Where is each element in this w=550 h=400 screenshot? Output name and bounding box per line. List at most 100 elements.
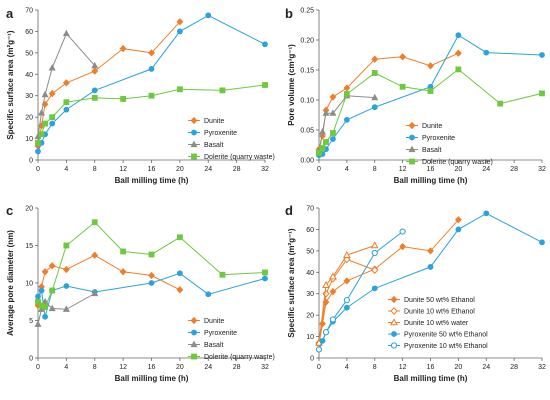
x-tick-label: 32 [261, 364, 269, 371]
data-point [48, 304, 56, 312]
data-point [42, 313, 48, 320]
data-point [455, 32, 462, 39]
data-point [176, 18, 184, 26]
x-tick-label: 12 [399, 166, 407, 173]
chart-panel-b: b 0.00 0.05 0.10 0.15 0.20 0.25 0 4 8 12 16 20 24 28 32… [285, 6, 546, 185]
y-tick-label: 60 [25, 29, 33, 36]
data-point [48, 262, 56, 270]
data-point [119, 44, 127, 53]
panel-letter: d [285, 203, 293, 218]
y-axis-title: Pore volume (cm³g⁻¹) [287, 44, 296, 126]
legend-marker [191, 329, 197, 336]
x-tick-label: 8 [93, 364, 97, 371]
x-tick-label: 4 [64, 364, 68, 371]
x-tick-label: 32 [261, 166, 269, 173]
x-tick-label: 4 [345, 364, 349, 371]
y-axis-title: Specific surface area (m²g⁻¹) [287, 228, 296, 337]
data-point [42, 304, 48, 310]
legend-marker [390, 318, 398, 326]
data-point [91, 289, 99, 297]
panel-letter: b [285, 6, 293, 21]
data-point [319, 132, 326, 140]
legend-marker [408, 145, 416, 153]
data-point [62, 305, 70, 312]
x-axis-title: Ball milling time (h) [115, 176, 189, 185]
data-point [319, 145, 326, 151]
legend-label: Dolerite (quarry waste) [204, 354, 275, 361]
data-point [315, 346, 323, 353]
y-tick-label: 0.20 [300, 38, 314, 45]
data-point [329, 272, 337, 280]
data-point [427, 264, 434, 270]
x-axis-title: Ball milling time (h) [115, 374, 189, 383]
data-point [35, 298, 41, 305]
data-point [399, 242, 407, 251]
data-point [330, 136, 336, 142]
x-tick-label: 32 [538, 166, 546, 173]
series-line [37, 272, 266, 317]
data-point [38, 287, 45, 294]
x-axis-title: Ball milling time (h) [394, 374, 468, 383]
legend-marker [409, 134, 415, 141]
legend-label: Dunite [204, 118, 224, 125]
series-dolerite-quarry-waste- [35, 82, 268, 146]
y-tick-label: 15 [25, 243, 33, 250]
chart-panel-a: a 0 10 20 30 40 50 60 70 0 4 8 12 16 20 24 28 32 Ball mill… [6, 6, 275, 185]
data-point [205, 291, 212, 298]
data-point [35, 139, 41, 146]
data-point [483, 49, 490, 56]
data-point [427, 62, 434, 70]
legend-marker [190, 340, 198, 348]
data-point [455, 66, 462, 73]
x-tick-label: 16 [427, 166, 435, 173]
series-basalt [34, 289, 99, 327]
y-tick-label: 10 [306, 334, 314, 341]
y-tick-label: 10 [25, 281, 33, 288]
data-point [63, 242, 70, 249]
data-point [49, 120, 56, 127]
series-line [318, 212, 543, 350]
legend-label: Pyroxenite [204, 130, 237, 137]
x-tick-label: 28 [510, 166, 518, 173]
legend-marker [391, 331, 397, 337]
legend-marker [191, 353, 197, 360]
x-tick-label: 12 [119, 364, 127, 371]
data-point [322, 280, 330, 288]
y-tick-label: 10 [25, 136, 33, 143]
data-point [119, 268, 127, 276]
panel-letter: a [6, 6, 14, 21]
y-tick-label: 60 [306, 227, 314, 234]
y-tick-label: 50 [306, 248, 314, 255]
y-tick-label: 20 [25, 206, 33, 213]
chart-panel-c: c 0 5 10 15 20 0 4 8 12 16 20 24 28 32 Ball milling tim… [6, 203, 275, 383]
x-tick-label: 20 [176, 166, 184, 173]
x-tick-label: 32 [538, 364, 546, 371]
x-tick-label: 20 [454, 166, 462, 173]
data-point [176, 286, 184, 294]
data-point [427, 88, 434, 94]
data-point [176, 28, 183, 35]
x-tick-label: 0 [317, 166, 321, 173]
data-point [343, 297, 350, 304]
x-tick-label: 4 [64, 166, 68, 173]
data-point [91, 219, 98, 226]
data-point [455, 226, 462, 233]
data-point [219, 87, 226, 94]
data-point [91, 87, 98, 94]
data-point [91, 94, 98, 101]
legend-label: Basalt [204, 142, 224, 149]
x-tick-label: 0 [317, 364, 321, 371]
x-tick-label: 28 [233, 166, 241, 173]
x-tick-label: 24 [204, 166, 212, 173]
data-point [148, 92, 155, 99]
data-point [176, 234, 183, 241]
data-point [371, 104, 378, 111]
legend-label: Pyroxenite 10 wt% Ethanol [404, 343, 488, 350]
x-tick-label: 4 [345, 166, 349, 173]
data-point [63, 106, 70, 113]
data-point [63, 283, 70, 289]
legend-label: Dolerite (quarry waste) [204, 154, 275, 161]
data-point [539, 90, 545, 97]
data-point [262, 269, 268, 276]
